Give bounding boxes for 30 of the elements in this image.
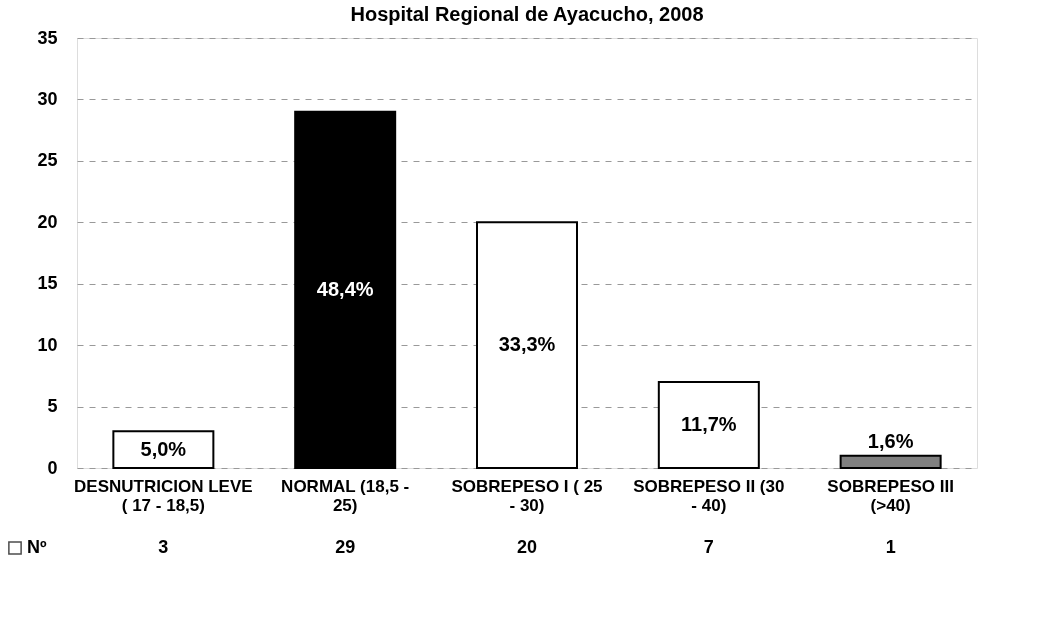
y-tick-label: 5 bbox=[47, 396, 58, 417]
bar bbox=[476, 221, 578, 469]
x-tick-label: DESNUTRICION LEVE ( 17 - 18,5) bbox=[74, 476, 253, 515]
bar bbox=[839, 454, 942, 469]
x-tick-label: SOBREPESO I ( 25 - 30) bbox=[451, 476, 603, 515]
x-tick-label: SOBREPESO II (30 - 40) bbox=[633, 476, 785, 515]
data-label: 7 bbox=[703, 537, 714, 557]
legend-label: Nº bbox=[27, 537, 47, 557]
annotation: 11,7% bbox=[681, 413, 737, 435]
bar bbox=[112, 430, 215, 469]
bar bbox=[294, 110, 397, 469]
annotation: 5,0% bbox=[140, 437, 187, 460]
x-tick-label: SOBREPESO III (>40) bbox=[827, 476, 954, 515]
bar bbox=[657, 381, 760, 469]
chart-title: Hospital Regional de Ayacucho, 2008 bbox=[350, 3, 704, 25]
y-tick-label: 20 bbox=[37, 211, 58, 232]
data-label: 1 bbox=[885, 537, 896, 557]
data-label: 20 bbox=[516, 537, 538, 557]
y-tick-label: 10 bbox=[37, 334, 58, 355]
annotation: 33,3% bbox=[498, 333, 556, 356]
y-tick-label: 15 bbox=[37, 273, 58, 294]
y-tick-label: 35 bbox=[37, 27, 58, 48]
annotation: 1,6% bbox=[867, 429, 914, 452]
x-tick-label: NORMAL (18,5 - 25) bbox=[281, 476, 410, 515]
y-tick-label: 25 bbox=[37, 150, 58, 171]
y-tick-label: 30 bbox=[37, 88, 58, 109]
data-label: 3 bbox=[158, 537, 169, 557]
y-tick-label: 0 bbox=[47, 457, 58, 478]
data-label: 29 bbox=[335, 537, 356, 557]
annotation: 48,4% bbox=[316, 277, 374, 300]
